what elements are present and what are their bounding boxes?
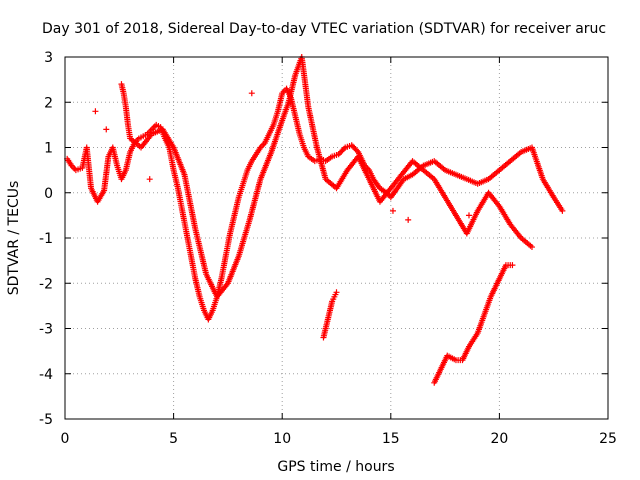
x-tick-label: 10 xyxy=(273,431,291,447)
data-point-interp xyxy=(340,145,347,152)
x-tick-label: 5 xyxy=(169,431,178,447)
x-tick-label: 25 xyxy=(599,431,617,447)
data-point xyxy=(465,212,472,219)
data-point-interp xyxy=(339,147,346,154)
y-tick-label: 2 xyxy=(44,95,53,111)
data-point-interp xyxy=(338,148,345,155)
data-point xyxy=(335,151,342,158)
data-point-interp xyxy=(352,146,359,153)
y-tick-label: -3 xyxy=(39,322,53,338)
y-tick-label: 1 xyxy=(44,141,53,157)
data-point xyxy=(559,207,566,214)
y-axis-label: SDTVAR / TECUs xyxy=(6,181,22,296)
data-point xyxy=(92,108,99,115)
data-point-interp xyxy=(336,149,343,156)
data-point xyxy=(333,289,340,296)
y-tick-label: 3 xyxy=(44,50,53,66)
chart-title: Day 301 of 2018, Sidereal Day-to-day VTE… xyxy=(42,21,606,37)
data-point xyxy=(509,262,516,269)
data-point xyxy=(405,216,412,223)
x-tick-label: 20 xyxy=(490,431,508,447)
y-tick-label: -4 xyxy=(39,367,53,383)
data-point xyxy=(348,142,355,149)
data-point xyxy=(146,176,153,183)
data-point xyxy=(528,244,535,251)
ticks-layer: 0 5 10 15 20 25 -5 -4 -3 -2 -1 0 1 2 3 xyxy=(39,50,617,447)
x-axis-label: GPS time / hours xyxy=(277,459,394,475)
data-point xyxy=(389,207,396,214)
y-tick-label: -2 xyxy=(39,276,53,292)
data-point xyxy=(248,90,255,97)
y-tick-label: 0 xyxy=(44,186,53,202)
points-layer xyxy=(64,54,566,386)
data-point-interp xyxy=(353,147,360,154)
x-tick-label: 0 xyxy=(61,431,70,447)
y-tick-label: -1 xyxy=(39,231,53,247)
grid-layer xyxy=(65,57,608,419)
data-point-interp xyxy=(350,143,357,150)
data-point xyxy=(103,126,110,133)
data-point-interp xyxy=(351,144,358,151)
x-tick-label: 15 xyxy=(382,431,400,447)
y-tick-label: -5 xyxy=(39,412,53,428)
